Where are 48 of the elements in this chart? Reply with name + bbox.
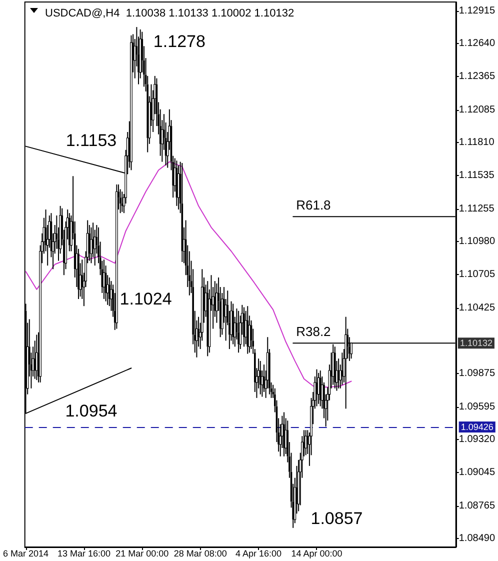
y-tick-label: 1.09875 (458, 368, 496, 379)
x-tick-label: 14 Apr 00:00 (291, 548, 342, 558)
candlestick (39, 244, 42, 383)
x-tick-label: 21 Mar 00:00 (116, 548, 169, 558)
y-tick-label: 1.09045 (458, 466, 496, 478)
y-tick-label: 1.08765 (458, 500, 496, 512)
candlestick (283, 412, 285, 457)
annotation: 1.0857 (310, 508, 363, 528)
candlestick (239, 315, 242, 350)
candlestick (232, 303, 234, 345)
annotation: 1.1024 (120, 289, 172, 308)
annotation: 1.10132 (460, 338, 492, 348)
y-tick-label: 1.10425 (458, 302, 496, 314)
candlestick (130, 34, 132, 171)
y-tick-label: 1.12365 (458, 71, 496, 82)
candlestick (108, 276, 110, 307)
y-tick-label: 1.11810 (458, 137, 495, 148)
candlestick (78, 248, 80, 300)
y-tick-label: 1.10705 (458, 269, 496, 280)
y-tick-label: 1.11255 (458, 203, 495, 214)
y-tick-label: 1.12085 (458, 104, 496, 116)
candlestick (259, 360, 262, 395)
y-tick-label: 1.11535 (458, 170, 495, 182)
candlestick (319, 370, 322, 407)
candlestick (334, 346, 336, 389)
annotation: 1.1153 (66, 130, 117, 150)
y-tick-label: 1.12915 (458, 5, 496, 16)
y-tick-label: 1.10980 (458, 236, 496, 248)
annotation: 1.0954 (65, 402, 118, 421)
x-tick-label: 13 Mar 16:00 (57, 548, 110, 558)
candlestick (115, 184, 118, 330)
y-tick-label: 1.09595 (458, 401, 496, 412)
series-label: R61.8 (296, 198, 331, 213)
x-tick-label: 4 Apr 16:00 (236, 548, 282, 558)
series-label: R38.2 (296, 324, 331, 340)
y-tick-label: 1.12640 (458, 38, 496, 50)
annotation: 1.1278 (153, 32, 206, 51)
x-tick-label: 28 Mar 08:00 (174, 548, 227, 558)
y-tick-label: 1.09320 (458, 434, 496, 446)
candlestick (141, 31, 144, 73)
ref-line-label: 1.09426 (460, 422, 494, 432)
y-tick-label: 1.08490 (458, 533, 496, 544)
text: USDCAD@,H4 1.10038 1.10133 1.10002 1.10132 (45, 8, 294, 20)
candlestick (146, 75, 149, 153)
candlestick (102, 259, 106, 300)
candlestick (90, 226, 92, 264)
x-tick-label: 6 Mar 2014 (2, 548, 49, 558)
candlestick (243, 306, 245, 348)
